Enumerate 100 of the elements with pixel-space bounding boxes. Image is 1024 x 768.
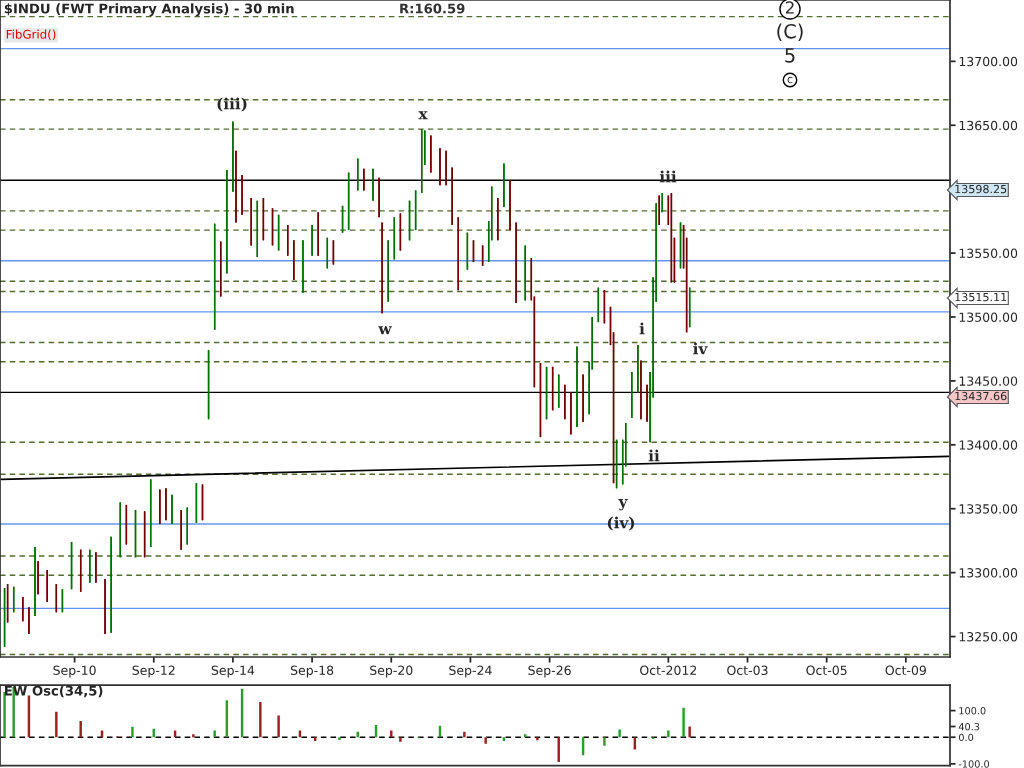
candlestick bbox=[509, 179, 511, 231]
candlestick bbox=[640, 359, 642, 420]
candlestick bbox=[95, 551, 97, 584]
candlestick bbox=[46, 569, 48, 603]
y-tick-label: 13500.00 bbox=[959, 312, 1018, 322]
y-tick-label: 0.0 bbox=[958, 733, 974, 742]
annotation: iv bbox=[693, 342, 708, 355]
annotation: (iv) bbox=[607, 516, 635, 531]
bar bbox=[667, 730, 670, 738]
candlestick bbox=[302, 239, 304, 294]
bar bbox=[399, 737, 402, 742]
x-tick-label: Sep-26 bbox=[528, 665, 571, 678]
candlestick bbox=[609, 306, 612, 346]
y-tick-label: -100.0 bbox=[958, 760, 990, 768]
candlestick bbox=[180, 509, 182, 551]
chart-title: $INDU (FWT Primary Analysis) - 30 min bbox=[4, 3, 294, 17]
annotation: y bbox=[618, 499, 628, 511]
x-tick-label: Oct-2012 bbox=[640, 665, 697, 676]
bar bbox=[259, 702, 262, 738]
candlestick bbox=[37, 560, 39, 596]
candlestick bbox=[293, 239, 295, 281]
candlestick bbox=[451, 166, 453, 226]
text: 13598.25 bbox=[955, 184, 1007, 194]
bar bbox=[463, 731, 466, 738]
candlestick bbox=[439, 147, 441, 187]
candlestick bbox=[286, 224, 289, 257]
bar bbox=[688, 726, 691, 738]
bar bbox=[536, 737, 539, 741]
text: 13437.66 bbox=[955, 391, 1007, 401]
candlestick bbox=[445, 150, 447, 187]
candlestick bbox=[457, 216, 460, 291]
y-tick-label: 13700.00 bbox=[959, 56, 1018, 67]
bar bbox=[277, 715, 280, 738]
candlestick bbox=[661, 192, 664, 213]
y-tick-label: 13300.00 bbox=[959, 568, 1018, 578]
bar bbox=[192, 734, 195, 738]
candlestick bbox=[317, 211, 319, 257]
y-tick-label: 13450.00 bbox=[959, 376, 1018, 386]
candlestick bbox=[110, 536, 112, 634]
candlestick bbox=[646, 384, 648, 423]
bar bbox=[131, 726, 134, 738]
chart-subtitle: R:160.59 bbox=[400, 3, 465, 14]
candlestick bbox=[311, 224, 313, 257]
x-tick-label: Oct-09 bbox=[885, 665, 926, 676]
bar bbox=[213, 730, 216, 738]
candlestick bbox=[226, 169, 228, 275]
annotation: x bbox=[418, 111, 428, 120]
annotation: c bbox=[787, 76, 793, 84]
candlestick bbox=[430, 134, 432, 174]
annotation: (C) bbox=[777, 23, 803, 41]
y-tick-label: 13350.00 bbox=[959, 504, 1018, 514]
bar bbox=[682, 707, 685, 738]
candlestick bbox=[357, 157, 359, 192]
candlestick bbox=[424, 129, 426, 166]
candlestick bbox=[363, 168, 365, 192]
candlestick bbox=[387, 239, 389, 303]
candlestick bbox=[219, 240, 222, 298]
bar bbox=[79, 720, 82, 738]
candlestick bbox=[524, 244, 526, 302]
candlestick bbox=[637, 344, 639, 394]
y-tick-label: 40.3 bbox=[958, 722, 980, 731]
candlestick bbox=[582, 373, 584, 423]
x-tick-label: Sep-10 bbox=[53, 665, 96, 678]
candlestick bbox=[381, 221, 383, 314]
candlestick bbox=[378, 176, 380, 218]
bar bbox=[484, 737, 487, 744]
candlestick bbox=[551, 366, 554, 412]
annotation: (iii) bbox=[217, 97, 247, 112]
y-tick-label: 13400.00 bbox=[959, 440, 1018, 450]
candlestick bbox=[631, 371, 633, 419]
y-tick-label: 13250.00 bbox=[959, 632, 1018, 642]
candlestick bbox=[28, 606, 30, 635]
x-tick-label: Sep-12 bbox=[132, 665, 175, 678]
candlestick bbox=[159, 488, 161, 525]
candlestick bbox=[515, 221, 517, 304]
y-tick-label: 100.0 bbox=[959, 707, 986, 715]
candlestick bbox=[545, 366, 548, 420]
candlestick bbox=[186, 506, 189, 546]
x-tick-label: Oct-03 bbox=[727, 665, 768, 676]
annotation: w bbox=[378, 326, 392, 335]
candlestick bbox=[235, 150, 237, 224]
x-tick-label: Sep-18 bbox=[290, 665, 334, 678]
candlestick bbox=[615, 439, 618, 489]
candlestick bbox=[570, 391, 572, 436]
bar bbox=[3, 691, 6, 738]
candlestick bbox=[497, 197, 499, 241]
candlestick bbox=[564, 384, 566, 420]
x-tick-label: Sep-20 bbox=[370, 665, 413, 678]
annotation: ii bbox=[648, 449, 660, 462]
x-tick-label: Sep-24 bbox=[449, 665, 492, 678]
bar bbox=[338, 737, 341, 740]
candlestick bbox=[250, 197, 252, 247]
annotation: FibGrid() bbox=[6, 29, 56, 41]
candlestick bbox=[171, 493, 173, 525]
candlestick bbox=[408, 199, 411, 241]
annotation: 2 bbox=[785, 1, 794, 14]
x-tick-label: Oct-05 bbox=[806, 665, 847, 676]
candlestick bbox=[22, 596, 24, 622]
candlestick bbox=[503, 162, 505, 208]
candlestick bbox=[89, 548, 91, 584]
